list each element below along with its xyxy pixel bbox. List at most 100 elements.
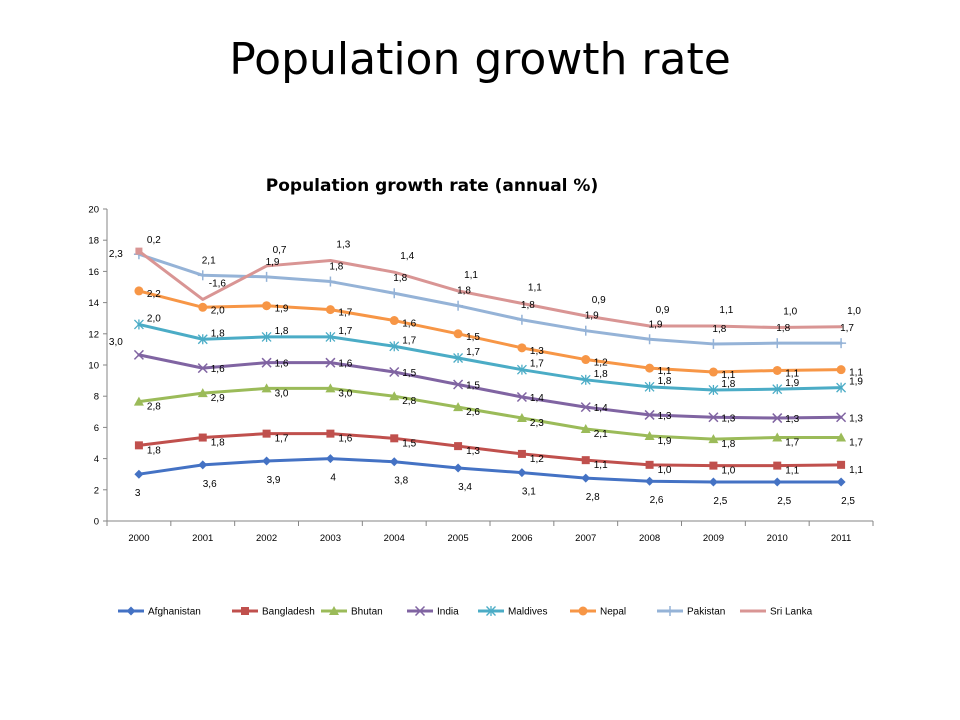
data-label: 1,4 (400, 251, 414, 262)
data-point-marker (836, 432, 847, 442)
data-label: 1,3 (530, 346, 544, 357)
data-point-marker (453, 402, 464, 412)
data-label: 3,6 (203, 479, 217, 490)
data-label: 1,9 (585, 311, 599, 322)
data-label: 1,0 (721, 466, 735, 477)
data-label: 3,4 (458, 482, 472, 493)
data-point-marker (644, 409, 655, 420)
data-point-marker (325, 276, 336, 287)
data-label: 1,1 (464, 270, 478, 281)
marker-stroke (708, 412, 719, 423)
data-point-marker (772, 384, 783, 395)
data-point-marker (708, 412, 719, 423)
data-point-marker (133, 349, 144, 360)
marker-stroke (516, 391, 527, 403)
data-label: 1,2 (594, 358, 608, 369)
x-tick-label: 2001 (192, 533, 213, 544)
data-point-marker (644, 430, 655, 440)
data-label: 1,6 (402, 319, 416, 330)
data-label: 1,1 (528, 282, 542, 293)
data-point-marker (836, 338, 847, 349)
data-label: 2,2 (147, 289, 161, 300)
data-label: 1,2 (530, 454, 544, 465)
data-point-marker (644, 381, 655, 392)
y-tick-label: 14 (88, 298, 99, 309)
data-label: 2,8 (147, 402, 161, 413)
legend-item-bhutan: Bhutan (321, 606, 383, 618)
data-label: 1,7 (338, 326, 352, 337)
data-label: 1,5 (402, 368, 416, 379)
data-label: 0,7 (273, 245, 287, 256)
data-label: 1,7 (338, 308, 352, 319)
data-point-marker (389, 341, 400, 352)
data-point-marker (580, 423, 591, 433)
data-label: 1,8 (721, 379, 735, 390)
series-line (137, 386, 843, 441)
data-label: 3,0 (275, 388, 289, 399)
legend-item-nepal: Nepal (570, 606, 626, 618)
data-point-marker (836, 477, 846, 487)
data-point-marker (772, 413, 783, 424)
data-label: 1,6 (338, 434, 352, 445)
data-point-marker (197, 363, 208, 374)
data-point-marker (578, 606, 588, 616)
data-point-marker (772, 338, 783, 349)
marker-stroke (644, 409, 655, 420)
series-bangladesh (134, 429, 846, 470)
data-point-marker (261, 331, 272, 342)
x-tick-label: 2008 (639, 533, 660, 544)
y-tick-label: 12 (88, 329, 99, 340)
data-point-marker (241, 607, 249, 615)
data-label: 1,5 (466, 332, 480, 343)
data-label: 1,3 (658, 411, 672, 422)
y-tick-label: 2 (94, 485, 99, 496)
data-point-marker (325, 305, 335, 315)
legend-item-maldives: Maldives (478, 606, 547, 618)
legend-label: Pakistan (687, 607, 725, 618)
data-label: 3,8 (394, 476, 408, 487)
x-tick-label: 2009 (703, 533, 724, 544)
data-point-marker (454, 442, 463, 451)
data-label: 2,5 (713, 496, 727, 507)
series-india (133, 349, 847, 424)
data-label: 1,3 (721, 413, 735, 424)
data-point-marker (261, 383, 272, 393)
y-tick-label: 20 (88, 205, 99, 216)
x-tick-label: 2005 (448, 533, 469, 544)
data-label: 1,1 (849, 368, 863, 379)
data-label: 1,7 (849, 438, 863, 449)
data-label: 1,1 (721, 370, 735, 381)
data-point-marker (581, 456, 590, 465)
data-point-marker (517, 343, 527, 353)
data-point-marker (261, 271, 272, 282)
data-point-marker (581, 473, 591, 483)
series-afghanistan (134, 454, 846, 487)
legend-label: Bhutan (351, 607, 383, 618)
data-label: 1,7 (840, 323, 854, 334)
series-pakistan (133, 249, 847, 349)
data-point-marker (390, 434, 399, 443)
data-label: 1,4 (530, 393, 544, 404)
data-point-marker (644, 334, 655, 345)
marker-stroke (414, 605, 426, 617)
legend-item-bangladesh: Bangladesh (232, 607, 315, 618)
data-point-marker (262, 301, 272, 311)
data-point-marker (198, 460, 208, 470)
legend-label: India (437, 607, 459, 618)
data-point-marker (134, 286, 144, 296)
data-label: 1,7 (402, 335, 416, 346)
slide-title: Population growth rate (229, 34, 731, 85)
data-point-marker (389, 316, 399, 326)
data-label: 1,8 (457, 286, 471, 297)
y-tick-label: 6 (94, 423, 99, 434)
y-tick-label: 16 (88, 267, 99, 278)
data-point-marker (517, 468, 527, 478)
chart-data-labels: 33,6 3,9 4 3,83,4 3,1 2,8 2,6 2,5 2,5 2,51,81,8 1,… (109, 235, 864, 507)
data-label: 1,8 (658, 376, 672, 387)
data-label: 1,6 (338, 359, 352, 370)
data-label: 1,8 (393, 273, 407, 284)
data-label: 1,5 (402, 438, 416, 449)
data-point-marker (325, 454, 335, 464)
series-line (137, 249, 843, 330)
